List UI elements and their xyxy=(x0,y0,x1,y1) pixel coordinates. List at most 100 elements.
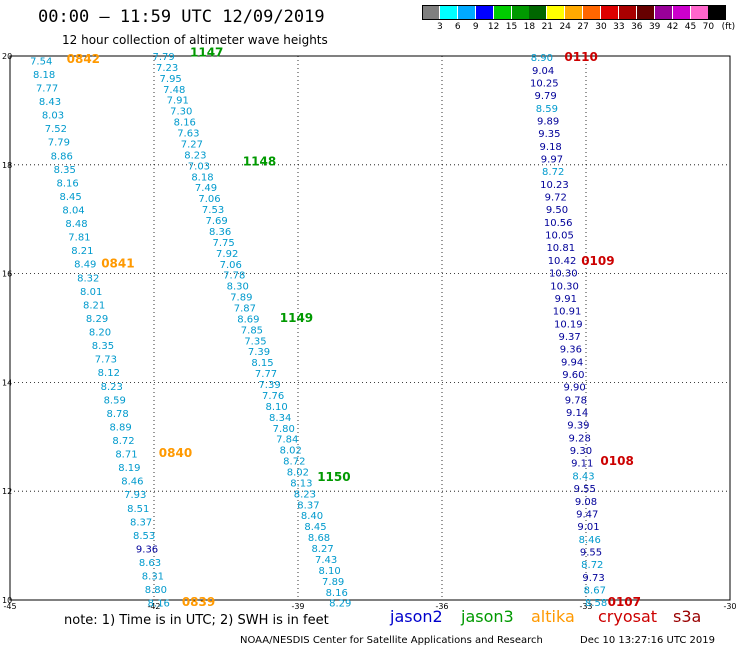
wave-height-value: 8.29 xyxy=(86,314,108,325)
wave-height-value: 8.32 xyxy=(77,273,99,284)
wave-height-value: 7.23 xyxy=(156,63,178,74)
wave-height-value: 7.06 xyxy=(198,194,220,205)
wave-height-value: 8.01 xyxy=(80,287,102,298)
wave-height-value: 9.36 xyxy=(560,345,582,356)
pass-time-label: 0841 xyxy=(101,257,134,271)
wave-height-value: 8.02 xyxy=(287,468,309,479)
wave-height-value: 8.51 xyxy=(127,504,149,515)
wave-height-value: 8.43 xyxy=(39,97,61,108)
pass-time-label: 0840 xyxy=(159,446,192,460)
pass-time-label: 1150 xyxy=(317,470,350,484)
plot-frame xyxy=(9,55,731,601)
wave-height-value: 8.29 xyxy=(329,599,351,610)
pass-time-label: 0839 xyxy=(182,595,215,609)
wave-height-value: 8.21 xyxy=(83,300,105,311)
wave-height-value: 8.12 xyxy=(98,368,120,379)
y-tick-label: 20 xyxy=(2,52,12,61)
wave-height-value: 7.76 xyxy=(262,391,284,402)
legend-swatch xyxy=(529,5,547,20)
legend-frame xyxy=(422,5,727,20)
wave-height-value: 9.35 xyxy=(538,129,560,140)
pass-time-label: 0107 xyxy=(608,595,641,609)
x-tick-label: -45 xyxy=(3,602,16,611)
legend-tick-label: 15 xyxy=(505,22,518,32)
x-tick-label: -36 xyxy=(435,602,448,611)
legend-tick-label: 36 xyxy=(631,22,643,32)
wave-height-value: 8.31 xyxy=(142,572,164,583)
wave-height-value: 9.30 xyxy=(570,446,592,457)
wave-height-value: 7.63 xyxy=(177,129,199,140)
wave-height-value: 8.80 xyxy=(145,585,167,596)
wave-height-value: 8.10 xyxy=(266,402,288,413)
wave-height-value: 8.72 xyxy=(581,560,603,571)
legend-swatch xyxy=(618,5,636,20)
wave-height-value: 7.78 xyxy=(223,271,245,282)
legend-tick-label: 3 xyxy=(437,22,443,32)
wave-height-value: 8.59 xyxy=(536,104,558,115)
wave-height-value: 8.72 xyxy=(542,167,564,178)
wave-height-value: 10.19 xyxy=(554,319,583,330)
wave-height-value: 9.97 xyxy=(541,154,563,165)
wave-height-value: 9.94 xyxy=(561,357,583,368)
wave-height-value: 8.58 xyxy=(585,598,607,609)
pass-time-label: 0108 xyxy=(600,454,633,468)
pass-time-label: 0842 xyxy=(67,52,100,66)
footer-note: note: 1) Time is in UTC; 2) SWH is in fe… xyxy=(64,613,329,628)
wave-height-value: 8.18 xyxy=(191,172,213,183)
y-tick-label: 10 xyxy=(2,596,12,605)
wave-height-value: 8.35 xyxy=(54,165,76,176)
wave-height-value: 8.23 xyxy=(294,489,316,500)
wave-height-value: 7.49 xyxy=(195,183,217,194)
wave-height-value: 8.43 xyxy=(572,471,594,482)
wave-height-value: 7.89 xyxy=(230,293,252,304)
legend-tick-label: 21 xyxy=(541,22,554,32)
legend-tick-label: 70 xyxy=(702,22,715,32)
wave-height-value: 8.67 xyxy=(584,585,606,596)
legend-swatch xyxy=(601,5,618,20)
legend-swatch xyxy=(547,5,565,20)
x-tick-label: -30 xyxy=(723,602,736,611)
wave-height-value: 10.91 xyxy=(553,307,582,318)
wave-height-value: 7.52 xyxy=(45,124,67,135)
chart-title: 00:00 – 11:59 UTC 12/09/2019 xyxy=(38,7,325,27)
pass-time-label: 1147 xyxy=(190,46,223,60)
wave-height-value: 9.55 xyxy=(580,547,602,558)
wave-height-value: 8.46 xyxy=(579,535,601,546)
wave-height-value: 10.05 xyxy=(545,231,574,242)
wave-height-value: 8.23 xyxy=(184,150,206,161)
wave-height-value: 8.59 xyxy=(104,395,126,406)
wave-height-value: 9.73 xyxy=(582,573,604,584)
wave-height-value: 8.72 xyxy=(112,436,134,447)
wave-height-value: 9.79 xyxy=(534,91,556,102)
wave-height-value: 7.84 xyxy=(276,435,298,446)
wave-height-value: 7.35 xyxy=(244,336,266,347)
wave-height-value: 8.16 xyxy=(174,118,196,129)
wave-height-value: 7.75 xyxy=(213,238,235,249)
wave-height-value: 7.79 xyxy=(48,138,70,149)
wave-height-value: 9.89 xyxy=(537,116,559,127)
legend-tick-label: 27 xyxy=(577,22,589,32)
legend-swatch xyxy=(457,5,475,20)
wave-height-value: 8.10 xyxy=(319,566,341,577)
legend-tick-label: 42 xyxy=(666,22,679,32)
wave-height-value: 7.79 xyxy=(152,52,174,63)
legend-swatch xyxy=(439,5,457,20)
wave-height-value: 7.77 xyxy=(36,83,58,94)
legend-swatch xyxy=(708,5,726,20)
legend-tick-label: 12 xyxy=(487,22,500,32)
wave-height-value: 9.08 xyxy=(575,497,597,508)
wave-height-value: 9.36 xyxy=(136,544,158,555)
wave-height-value: 8.40 xyxy=(301,511,323,522)
wave-height-value: 7.80 xyxy=(273,424,295,435)
wave-height-value: 8.21 xyxy=(71,246,93,257)
wave-height-value: 8.16 xyxy=(57,178,79,189)
pass-time-label: 1148 xyxy=(243,154,276,168)
wave-height-value: 10.30 xyxy=(549,269,578,280)
legend-tick-label: 9 xyxy=(472,22,479,32)
credit-line: NOAA/NESDIS Center for Satellite Applica… xyxy=(240,635,543,646)
legend-tick-label: 6 xyxy=(454,22,461,32)
wave-height-value: 9.50 xyxy=(546,205,568,216)
wave-height-value: 7.53 xyxy=(202,205,224,216)
x-tick-label: -39 xyxy=(291,602,304,611)
